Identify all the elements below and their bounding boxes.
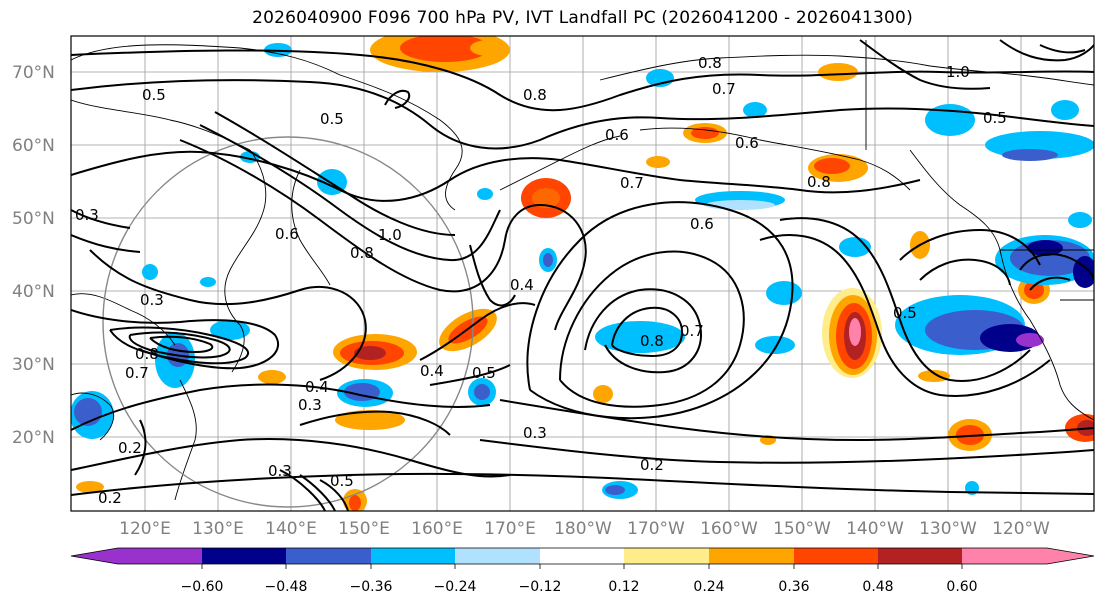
lon-label: 140°E	[265, 519, 317, 539]
contour-label: 0.7	[620, 174, 644, 192]
contour-label: 0.5	[142, 86, 166, 104]
colorbar-extend-max	[1047, 548, 1094, 564]
contour-label: 0.4	[420, 362, 444, 380]
colorbar-tick-label: −0.24	[434, 579, 477, 595]
colorbar-tick-label: 0.24	[693, 579, 724, 595]
contour-label: 0.6	[605, 126, 629, 144]
colorbar-outline	[70, 547, 1095, 565]
contour-label: 0.8	[640, 332, 664, 350]
map-frame	[70, 35, 1095, 512]
lon-label: 170°W	[627, 519, 685, 539]
colorbar-tick-label: 0.12	[608, 579, 639, 595]
lon-label: 150°W	[773, 519, 831, 539]
colorbar-segment	[709, 548, 794, 564]
contour-labels: 0.5 0.5 0.8 0.7 0.6 0.6 0.7 0.8 0.8 1.0 …	[75, 54, 1007, 507]
contour-label: 0.7	[125, 364, 149, 382]
lon-label: 130°E	[192, 519, 244, 539]
colorbar-tick-label: 0.60	[946, 579, 977, 595]
contour-label: 0.3	[140, 291, 164, 309]
latitude-labels: 70°N 60°N 50°N 40°N 30°N 20°N	[12, 63, 55, 448]
contour-label: 1.0	[378, 226, 402, 244]
colorbar-segment	[286, 548, 371, 564]
contour-label: 0.5	[330, 472, 354, 490]
contour-label: 0.2	[98, 489, 122, 507]
contour-label: 0.3	[75, 206, 99, 224]
lon-label: 160°E	[411, 519, 463, 539]
contour-label: 0.4	[305, 378, 329, 396]
lat-label: 50°N	[12, 209, 55, 229]
contour-label: 0.3	[523, 424, 547, 442]
longitude-labels: 120°E 130°E 140°E 150°E 160°E 170°E 180°…	[119, 519, 1050, 539]
colorbar-segment	[540, 548, 624, 564]
colorbar-tick-label: −0.12	[519, 579, 562, 595]
lat-label: 20°N	[12, 428, 55, 448]
colorbar-segment	[624, 548, 709, 564]
contour-label: 0.7	[680, 322, 704, 340]
colorbar-segment	[118, 548, 202, 564]
colorbar-tick-labels: −0.60 −0.48 −0.36 −0.24 −0.12 0.12 0.24 …	[181, 579, 978, 595]
lon-label: 120°W	[992, 519, 1050, 539]
lon-label: 130°W	[919, 519, 977, 539]
colorbar-tick-label: 0.48	[862, 579, 893, 595]
colorbar-extend-min	[71, 548, 118, 564]
lon-label: 140°W	[846, 519, 904, 539]
colorbar	[70, 547, 1095, 569]
colorbar-segment	[794, 548, 878, 564]
colorbar-segment	[455, 548, 540, 564]
contour-label: 0.2	[118, 439, 142, 457]
lon-label: 150°E	[338, 519, 390, 539]
colorbar-tick-label: −0.48	[265, 579, 308, 595]
pv-contours	[71, 39, 1094, 511]
colorbar-tick-label: −0.60	[181, 579, 224, 595]
colorbar-tick-label: −0.36	[350, 579, 393, 595]
lat-label: 70°N	[12, 63, 55, 83]
contour-label: 0.3	[268, 462, 292, 480]
contour-label: 0.8	[135, 345, 159, 363]
contour-label: 0.5	[320, 110, 344, 128]
lat-label: 30°N	[12, 355, 55, 375]
great-circle	[102, 136, 474, 508]
contour-label: 1.0	[946, 63, 970, 81]
lon-label: 120°E	[119, 519, 171, 539]
map-title: 2026040900 F096 700 hPa PV, IVT Landfall…	[252, 8, 913, 28]
contour-label: 0.5	[893, 304, 917, 322]
colorbar-segment	[878, 548, 962, 564]
lon-label: 170°E	[484, 519, 536, 539]
colorbar-segment	[962, 548, 1047, 564]
contour-label: 0.5	[472, 364, 496, 382]
lon-label: 160°W	[700, 519, 758, 539]
contour-label: 0.3	[298, 396, 322, 414]
lon-label: 180°W	[554, 519, 612, 539]
contour-label: 0.4	[510, 276, 534, 294]
colorbar-segment	[371, 548, 455, 564]
contour-label: 0.8	[350, 244, 374, 262]
lat-label: 40°N	[12, 282, 55, 302]
colorbar-tick-label: 0.36	[778, 579, 809, 595]
contour-label: 0.8	[698, 54, 722, 72]
contour-label: 0.6	[735, 134, 759, 152]
contour-label: 0.8	[807, 173, 831, 191]
colorbar-segment	[202, 548, 286, 564]
contour-label: 0.8	[523, 86, 547, 104]
contour-label: 0.6	[275, 225, 299, 243]
lat-label: 60°N	[12, 136, 55, 156]
contour-label: 0.7	[712, 80, 736, 98]
contour-label: 0.6	[690, 215, 714, 233]
contour-label: 0.2	[640, 456, 664, 474]
contour-label: 0.5	[983, 109, 1007, 127]
